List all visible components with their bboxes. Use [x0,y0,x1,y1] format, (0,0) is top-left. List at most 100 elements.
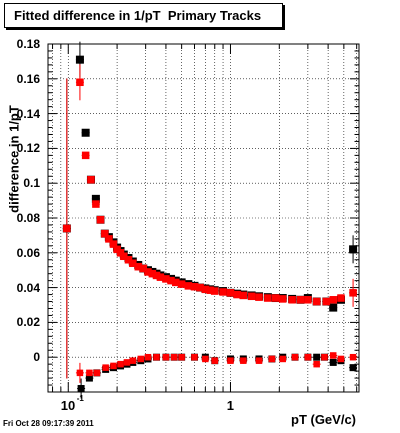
x-tick-label: 10 [60,398,76,413]
data-marker [76,78,84,87]
data-marker [144,268,152,276]
x-tick-exponent: -1 [76,394,84,403]
y-tick-label: 0.1 [23,176,40,191]
data-marker [85,374,93,382]
data-marker [152,271,161,280]
data-marker [255,357,263,364]
timestamp: Fri Oct 28 09:17:39 2011 [3,419,94,428]
data-marker [271,294,280,302]
data-marker [202,355,209,363]
data-marker [219,288,227,296]
y-tick-label: 0.06 [16,245,40,260]
error-bars [62,41,358,399]
data-marker [91,194,100,203]
y-tick-label: 0.04 [16,280,40,295]
data-marker [255,293,263,301]
data-marker [226,289,235,297]
data-marker [162,353,170,361]
data-marker [349,364,357,372]
data-marker [313,360,320,368]
data-marker [93,369,101,377]
data-marker [172,278,180,287]
y-tick-label: 0.14 [16,106,40,121]
data-marker [102,364,109,371]
data-marker [170,353,178,361]
data-marker [148,269,157,278]
y-tick-label: 0.08 [16,211,40,225]
y-axis-label: difference in 1/pT [6,105,22,213]
data-marker [101,229,109,238]
data-marker [109,240,118,248]
data-marker [240,357,247,364]
data-marker [190,282,199,291]
title-box: Fitted difference in 1/pT Primary Tracks [4,3,283,28]
data-marker [92,200,100,208]
y-tick-label: 0.16 [16,71,40,86]
data-marker [153,353,160,361]
data-marker [129,357,137,364]
data-marker [264,294,272,302]
data-marker [247,292,256,301]
data-marker [288,296,296,304]
data-marker [337,355,345,363]
data-marker [304,296,312,304]
data-marker [81,128,90,137]
data-marker [321,353,328,361]
data-marker [76,369,84,377]
data-marker [110,362,117,370]
data-marker [139,264,148,273]
data-marker [329,303,338,312]
data-marker [304,353,312,361]
data-marker [96,215,105,224]
data-marker [105,235,113,243]
data-marker [162,275,170,283]
data-marker [227,357,234,364]
data-marker [81,151,90,160]
data-marker [211,357,219,364]
data-marker [191,353,198,361]
axes [47,43,360,393]
data-marker [206,286,214,294]
data-marker [63,224,71,233]
data-marker [278,295,287,303]
data-marker [120,252,128,261]
y-tick-label: 0 [33,350,40,365]
data-marker [239,291,248,300]
x-tick-label: 1 [226,398,234,413]
data-marker [268,355,276,363]
data-marker [312,297,321,306]
data-marker [329,358,337,366]
data-marker [322,297,331,306]
data-marker [134,262,142,271]
data-marker [196,283,204,292]
data-marker [77,385,85,393]
data-marker [87,175,95,184]
data-marker [156,273,165,281]
data-marker [184,282,193,290]
data-marker [349,289,357,297]
data-marker [337,294,345,302]
data-marker [279,355,286,363]
data-marker [329,352,337,359]
chart-title: Fitted difference in 1/pT Primary Tracks [14,8,262,23]
data-marker [75,55,84,64]
data-marker [123,359,131,366]
data-marker [349,353,357,361]
data-marker [201,285,210,294]
data-marker [211,287,219,295]
data-marker [117,360,124,368]
data-marker [124,256,133,264]
data-marker [167,276,175,285]
data-marker [291,353,299,361]
data-marker [86,369,93,377]
data-marker [296,296,305,304]
data-markers [62,55,358,393]
y-tick-label: 0.12 [16,141,40,156]
data-marker [144,353,152,361]
data-marker [329,296,337,304]
data-marker [129,259,137,267]
y-tick-label: 0.18 [16,37,40,51]
data-marker [177,280,186,288]
data-marker [349,245,358,254]
